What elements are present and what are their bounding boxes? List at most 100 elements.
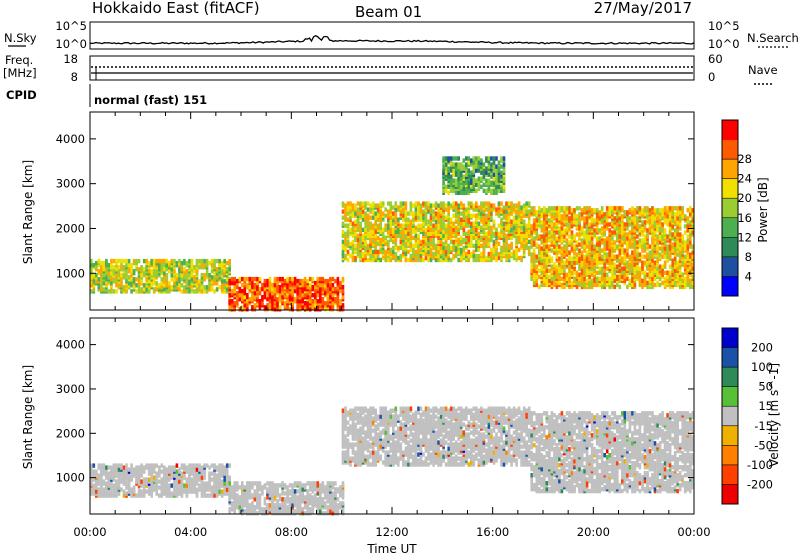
power-cell — [485, 243, 488, 249]
power-cell — [236, 301, 239, 306]
power-cell — [160, 277, 164, 282]
power-cell — [387, 225, 390, 230]
power-cell — [558, 280, 561, 286]
power-cell — [538, 260, 541, 265]
power-cell — [447, 174, 450, 179]
power-cell — [510, 201, 513, 206]
power-cell — [593, 208, 596, 213]
power-cell — [439, 249, 443, 255]
velocity-cell — [105, 469, 108, 474]
power-cell — [336, 307, 340, 312]
power-cell — [210, 275, 214, 280]
power-cell — [598, 236, 601, 241]
power-cell — [437, 211, 440, 216]
power-cell — [437, 203, 440, 208]
power-cell — [263, 295, 267, 300]
power-colorbar-swatch — [722, 178, 738, 199]
power-cell — [92, 263, 96, 268]
power-cell — [278, 293, 282, 298]
power-cell — [258, 276, 262, 282]
power-cell — [447, 201, 450, 206]
freq-unit: [MHz] — [3, 66, 37, 80]
power-cell — [658, 234, 662, 239]
power-cell — [485, 156, 488, 161]
power-cell — [641, 208, 644, 213]
power-cell — [605, 266, 609, 271]
power-cell — [641, 254, 644, 259]
power-cell — [130, 289, 133, 294]
power-cell — [475, 188, 478, 193]
power-cell — [379, 201, 382, 206]
power-cell — [613, 244, 617, 249]
power-cell — [683, 214, 687, 219]
velocity-cell — [122, 465, 126, 470]
power-cell — [590, 236, 594, 241]
power-cell — [278, 305, 282, 310]
power-cell — [336, 276, 340, 282]
power-cell — [158, 263, 161, 268]
power-cell — [389, 205, 393, 210]
power-cell — [359, 241, 362, 247]
power-cell — [628, 216, 632, 221]
power-cell — [346, 201, 350, 206]
power-cell — [205, 258, 209, 264]
power-cell — [364, 223, 367, 228]
power-cell — [419, 223, 423, 228]
power-cell — [477, 253, 481, 259]
power-cell — [545, 248, 549, 253]
station-title: Hokkaido East (fitACF) — [92, 0, 260, 17]
power-cell — [271, 286, 274, 292]
power-cell — [137, 289, 141, 294]
power-cell — [402, 201, 405, 206]
power-cell — [500, 245, 503, 251]
power-cell — [477, 180, 481, 185]
power-cell — [165, 283, 169, 288]
power-cell — [359, 251, 362, 257]
power-cell — [130, 269, 133, 274]
power-cell — [600, 206, 604, 211]
power-cell — [135, 258, 138, 264]
power-cell — [583, 276, 586, 281]
velocity-cell — [130, 475, 133, 480]
power-cell — [631, 260, 634, 265]
power-cell — [651, 214, 654, 219]
power-colorbar-frame — [721, 119, 739, 297]
power-cell — [608, 236, 611, 241]
power-cell — [661, 280, 664, 286]
velocity-cell — [147, 463, 151, 468]
power-cell — [90, 275, 93, 280]
power-cell — [573, 234, 576, 239]
power-cell — [452, 239, 455, 245]
power-cell — [271, 295, 274, 300]
power-cell — [490, 180, 493, 185]
power-cell — [686, 228, 690, 233]
power-cell — [638, 274, 642, 279]
power-cell — [228, 293, 231, 298]
power-cell — [573, 244, 576, 249]
power-cell — [613, 278, 617, 283]
velocity-cell — [107, 493, 111, 498]
power-cell — [495, 239, 498, 245]
power-cell — [585, 210, 589, 215]
power-cell — [583, 240, 586, 245]
power-cell — [444, 233, 448, 238]
power-cell — [588, 254, 591, 259]
power-cell — [331, 286, 335, 292]
power-cell — [633, 274, 637, 279]
power-cell — [163, 283, 166, 288]
power-cell — [510, 205, 513, 210]
power-cell — [626, 226, 629, 231]
power-cell — [381, 233, 385, 238]
power-cell — [543, 216, 546, 221]
power-cell — [530, 252, 533, 257]
power-cell — [502, 243, 506, 249]
power-cell — [608, 248, 611, 253]
power-cell — [487, 164, 491, 169]
power-cell — [623, 210, 627, 215]
power-cell — [480, 201, 483, 206]
power-cell — [467, 174, 471, 179]
power-cell — [575, 232, 579, 237]
power-cell — [590, 272, 594, 277]
power-cell — [424, 205, 428, 210]
power-cell — [178, 273, 181, 278]
